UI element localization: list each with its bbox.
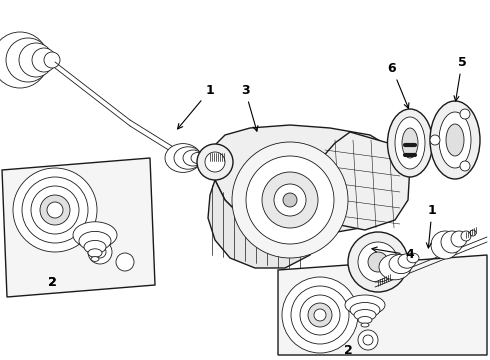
Ellipse shape	[358, 316, 372, 324]
Circle shape	[282, 277, 358, 353]
Circle shape	[116, 253, 134, 271]
Ellipse shape	[379, 254, 411, 280]
Circle shape	[430, 135, 440, 145]
Circle shape	[274, 184, 306, 216]
Ellipse shape	[441, 231, 463, 253]
Ellipse shape	[32, 48, 56, 72]
Ellipse shape	[191, 152, 205, 163]
Text: 1: 1	[177, 84, 215, 129]
Ellipse shape	[73, 222, 117, 248]
Circle shape	[368, 252, 388, 272]
Circle shape	[88, 240, 112, 264]
Text: 1: 1	[426, 203, 437, 248]
Ellipse shape	[446, 124, 464, 156]
Ellipse shape	[79, 231, 111, 251]
Circle shape	[358, 330, 378, 350]
Ellipse shape	[361, 323, 369, 327]
Circle shape	[460, 161, 470, 171]
Polygon shape	[278, 255, 487, 355]
Circle shape	[40, 195, 70, 225]
Ellipse shape	[402, 128, 418, 158]
Text: 2: 2	[48, 275, 56, 288]
Circle shape	[22, 177, 88, 243]
Circle shape	[232, 142, 348, 258]
Ellipse shape	[6, 38, 50, 82]
Text: 3: 3	[241, 84, 258, 131]
Ellipse shape	[430, 101, 480, 179]
Text: 4: 4	[372, 247, 415, 261]
Circle shape	[205, 152, 225, 172]
Ellipse shape	[19, 43, 53, 77]
Circle shape	[31, 186, 79, 234]
Ellipse shape	[395, 117, 425, 169]
Circle shape	[262, 172, 318, 228]
Circle shape	[197, 144, 233, 180]
Ellipse shape	[389, 255, 413, 274]
Circle shape	[314, 309, 326, 321]
Circle shape	[460, 109, 470, 119]
Ellipse shape	[350, 302, 380, 318]
Circle shape	[300, 295, 340, 335]
Circle shape	[47, 202, 63, 218]
Polygon shape	[215, 125, 405, 235]
Ellipse shape	[174, 147, 202, 169]
Circle shape	[308, 303, 332, 327]
Text: 5: 5	[454, 55, 466, 101]
Text: 2: 2	[343, 343, 352, 356]
Ellipse shape	[439, 112, 471, 168]
Ellipse shape	[388, 109, 433, 177]
Polygon shape	[2, 158, 155, 297]
Ellipse shape	[84, 240, 106, 253]
Ellipse shape	[431, 231, 459, 259]
Circle shape	[94, 246, 106, 258]
Ellipse shape	[407, 253, 419, 263]
Ellipse shape	[44, 52, 60, 68]
Circle shape	[13, 168, 97, 252]
Ellipse shape	[345, 295, 385, 315]
Circle shape	[246, 156, 334, 244]
Circle shape	[358, 242, 398, 282]
Polygon shape	[315, 132, 410, 230]
Circle shape	[291, 286, 349, 344]
Ellipse shape	[354, 310, 376, 320]
Text: 2: 2	[48, 275, 56, 288]
Ellipse shape	[165, 144, 201, 172]
Text: 6: 6	[388, 62, 409, 108]
Ellipse shape	[461, 231, 471, 241]
Ellipse shape	[451, 231, 467, 247]
Polygon shape	[208, 180, 320, 268]
Ellipse shape	[183, 150, 203, 166]
Ellipse shape	[398, 254, 416, 268]
Ellipse shape	[88, 249, 102, 257]
Circle shape	[283, 193, 297, 207]
Ellipse shape	[0, 32, 48, 88]
Ellipse shape	[91, 257, 99, 261]
Circle shape	[348, 232, 408, 292]
Ellipse shape	[470, 230, 476, 236]
Circle shape	[363, 335, 373, 345]
